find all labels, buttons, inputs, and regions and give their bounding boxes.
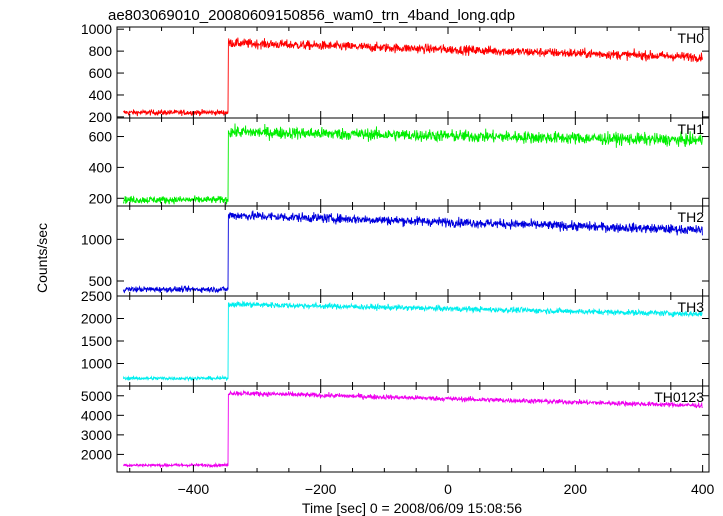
y-axis-label: Counts/sec — [34, 223, 50, 293]
series-line-th0123 — [123, 389, 703, 469]
y-tick-label: 600 — [89, 65, 113, 81]
x-tick-label: −400 — [178, 481, 210, 497]
y-tick-label: 2000 — [81, 311, 112, 327]
x-tick-label: −200 — [305, 481, 337, 497]
panel-label-th1: TH1 — [678, 121, 705, 137]
panel-th0123: 2000 3000 4000 5000 TH0123 — [81, 385, 710, 473]
y-tick-label: 3000 — [81, 427, 112, 443]
y-tick-label: 2000 — [81, 446, 112, 462]
x-tick-label: 0 — [444, 481, 452, 497]
y-tick-label: 1000 — [81, 356, 112, 372]
y-tick-label: 1000 — [81, 21, 112, 37]
panel-frame — [116, 205, 710, 297]
y-tick-label: 1500 — [81, 333, 112, 349]
panel-th2: 500 1000 TH2 — [81, 205, 710, 297]
x-tick-label: 400 — [691, 481, 715, 497]
panel-th3: 1000 1500 2000 2500 TH3 — [81, 288, 710, 387]
panel-label-th0: TH0 — [678, 30, 705, 46]
y-tick-label: 1000 — [81, 231, 112, 247]
y-tick-label: 600 — [89, 129, 113, 145]
y-tick-label: 500 — [89, 273, 113, 289]
y-tick-label: 200 — [89, 190, 113, 206]
y-tick-label: 5000 — [81, 388, 112, 404]
panel-th1: 200 400 600 TH1 — [89, 117, 710, 207]
panel-label-th0123: TH0123 — [654, 389, 704, 405]
panel-frame — [116, 26, 710, 119]
series-line-th0 — [123, 37, 703, 117]
x-tick-label: 200 — [564, 481, 588, 497]
panel-frame — [116, 385, 710, 473]
y-tick-label: 200 — [89, 109, 113, 125]
x-axis-label: Time [sec] 0 = 2008/06/09 15:08:56 — [302, 500, 522, 516]
panel-label-th3: TH3 — [678, 299, 705, 315]
panels-group: 200 400 600 800 1000 TH0 200 400 600 TH1 500 1000 TH… — [81, 21, 715, 497]
series-line-th3 — [122, 300, 703, 382]
chart-title: ae803069010_20080609150856_wam0_trn_4ban… — [108, 7, 515, 24]
y-tick-label: 400 — [89, 87, 113, 103]
panel-th0: 200 400 600 800 1000 TH0 — [81, 21, 710, 125]
y-tick-label: 4000 — [81, 407, 112, 423]
series-line-th2 — [122, 210, 703, 294]
y-tick-label: 400 — [89, 159, 113, 175]
y-tick-label: 2500 — [81, 288, 112, 304]
series-line-th1 — [122, 123, 703, 205]
panel-label-th2: TH2 — [678, 209, 705, 225]
panel-frame — [116, 117, 710, 207]
y-tick-label: 800 — [89, 43, 113, 59]
